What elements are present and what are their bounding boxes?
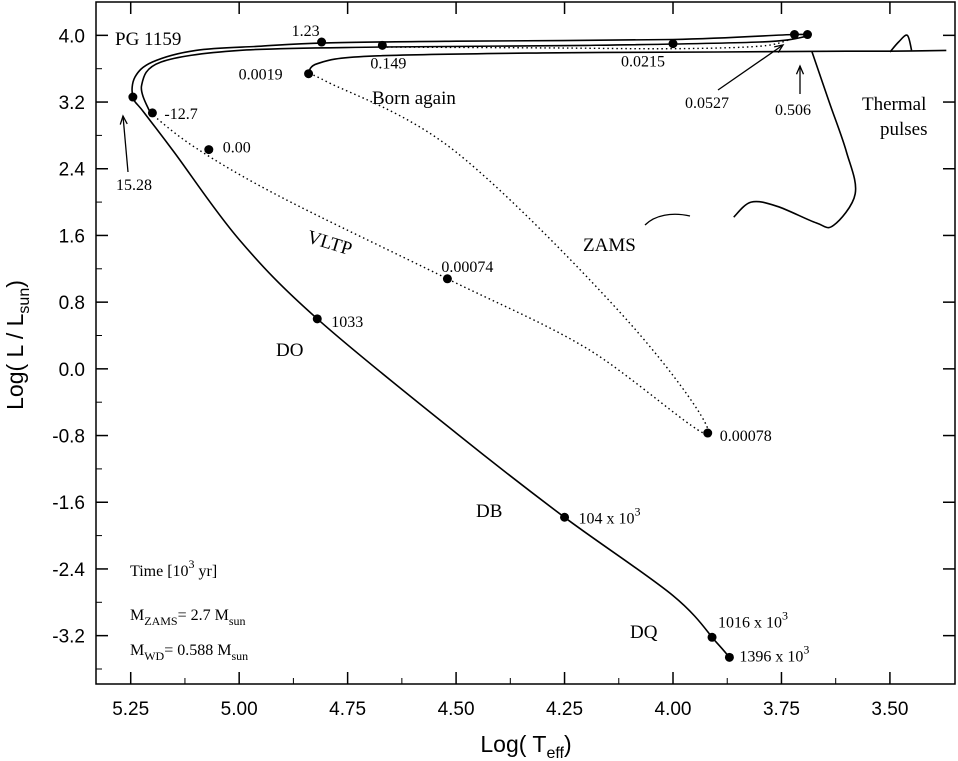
x-tick-label: 5.00 [221, 699, 258, 720]
track-marker [304, 69, 314, 79]
label-15-28: 15.28 [116, 177, 152, 194]
y-tick-label: 1.6 [59, 226, 85, 247]
track-marker [312, 314, 322, 324]
track-marker [560, 512, 570, 522]
track-marker [147, 108, 157, 118]
y-tick-label: -1.6 [52, 493, 85, 514]
evolution-track [307, 49, 947, 76]
plot-frame [95, 1, 956, 685]
axis-ticks: 5.25 5.00 4.75 4.50 4.25 4.00 3.75 3.50 4.0 3.2 2.… [52, 2, 955, 720]
x-tick-label: 5.25 [112, 699, 149, 720]
track-marker [703, 428, 713, 438]
arrows [119, 44, 805, 226]
marker-label: 1033 [331, 314, 363, 331]
marker-label: 1396 x 103 [739, 642, 809, 665]
arrow-0-0527-head [774, 44, 785, 53]
arrow-0-506-head [795, 64, 805, 75]
x-tick-label: 4.50 [438, 699, 475, 720]
marker-label: 0.149 [370, 55, 406, 72]
dq-label: DQ [630, 622, 658, 643]
dotted-track [149, 73, 710, 435]
y-tick-label: -3.2 [52, 627, 85, 648]
y-tick-label: 2.4 [59, 160, 86, 181]
y-axis-title: Log( L / Lsun) [2, 280, 33, 410]
y-tick-label: -2.4 [52, 560, 85, 581]
marker-label: 1016 x 103 [718, 608, 788, 631]
x-tick-label: 3.75 [763, 699, 800, 720]
arrow-15-28-head [119, 114, 128, 125]
x-axis-title: Log( Teff) [480, 731, 571, 761]
track-marker [204, 145, 214, 155]
track-marker [442, 274, 452, 284]
y-tick-label: -0.8 [52, 427, 85, 448]
track-marker [668, 39, 678, 49]
legend-mwd: MWD= 0.588 Msun [130, 642, 248, 663]
dotted-track [382, 38, 791, 50]
y-tick-label: 0.8 [59, 293, 85, 314]
track-marker [789, 30, 799, 40]
label-0-0527: 0.0527 [685, 95, 729, 112]
track-marker [802, 30, 812, 40]
marker-label: 0.00074 [441, 259, 493, 276]
marker-label: 104 x 103 [579, 504, 641, 527]
x-tick-label: 3.50 [871, 699, 908, 720]
zams-pointer [644, 213, 691, 226]
zams-label: ZAMS [583, 235, 636, 256]
marker-label: -12.7 [164, 106, 197, 123]
label-0-506: 0.506 [775, 102, 811, 119]
thermal-label: Thermal [862, 94, 926, 115]
marker-label: 0.00 [223, 140, 251, 157]
do-label: DO [276, 340, 303, 361]
marker-label: 0.0019 [239, 67, 283, 84]
markers: 1.23 0.149 0.0215 0.0019 -12.7 0.00 0.00074 103… [128, 23, 812, 665]
pg1159-label: PG 1159 [115, 29, 181, 50]
x-tick-label: 4.25 [546, 699, 583, 720]
born-again-label: Born again [372, 88, 456, 109]
db-label: DB [476, 501, 502, 522]
track-marker [377, 40, 387, 50]
track-marker [317, 37, 327, 47]
tracks [131, 33, 947, 658]
marker-label: 0.00078 [720, 428, 772, 445]
y-tick-label: 3.2 [59, 93, 85, 114]
marker-label: 1.23 [292, 23, 320, 40]
marker-label: 0.0215 [621, 54, 665, 71]
track-marker [128, 92, 138, 102]
track-marker [724, 652, 734, 662]
x-tick-label: 4.75 [329, 699, 366, 720]
legend-time: Time [103 yr] [130, 557, 217, 580]
evolution-track [889, 34, 913, 53]
vltp-label: VLTP [305, 227, 355, 260]
x-tick-label: 4.00 [655, 699, 692, 720]
arrow-0-0527 [717, 44, 784, 91]
y-tick-label: 0.0 [59, 360, 85, 381]
arrow-15-28 [122, 115, 129, 173]
evolution-track [733, 50, 857, 229]
track-marker [707, 632, 717, 642]
y-tick-label: 4.0 [59, 26, 85, 47]
evolution-track [131, 33, 810, 658]
legend-mzams: MZAMS= 2.7 Msun [130, 607, 246, 628]
pulses-label: pulses [880, 119, 928, 140]
